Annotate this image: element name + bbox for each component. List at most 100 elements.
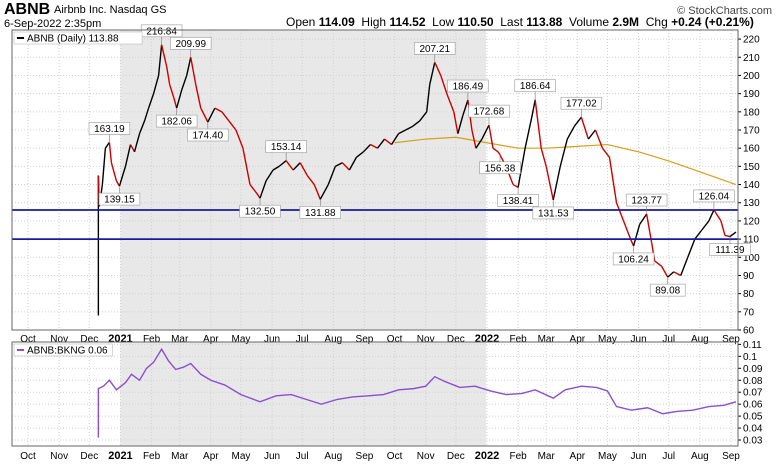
y-tick-label: 110 xyxy=(743,235,759,246)
price-segment xyxy=(405,125,413,131)
x-tick-label: 2022 xyxy=(475,333,499,345)
y-tick-label: 180 xyxy=(743,107,760,118)
price-segment xyxy=(440,75,448,94)
price-callout: 111.39 xyxy=(709,236,751,256)
price-segment xyxy=(299,162,308,176)
x-tick-label: Jul xyxy=(662,451,675,462)
ratio-y-tick-label: 0.09 xyxy=(743,364,763,375)
callout-box xyxy=(497,194,539,207)
price-segment xyxy=(124,144,132,167)
callout-label: 138.41 xyxy=(503,196,534,207)
ticker-symbol: ABNB xyxy=(4,1,51,18)
price-segment xyxy=(481,124,490,140)
open-value: 114.09 xyxy=(318,15,355,29)
x-tick-label: Feb xyxy=(509,451,527,462)
price-callout: 132.50 xyxy=(239,198,281,218)
price-segment xyxy=(475,138,483,149)
y-tick-label: 90 xyxy=(743,271,755,282)
x-tick-label: Sep xyxy=(356,451,374,462)
x-tick-label: Apr xyxy=(203,334,219,345)
price-segment xyxy=(654,260,663,267)
price-segment xyxy=(694,229,703,240)
ratio-y-tick-label: 0.03 xyxy=(743,436,763,447)
price-segment xyxy=(492,147,499,153)
ratio-line xyxy=(97,347,737,438)
price-segment xyxy=(594,129,604,149)
price-segment xyxy=(601,147,611,158)
price-segment xyxy=(129,144,136,153)
callout-box xyxy=(514,79,556,93)
price-segment xyxy=(713,209,722,222)
price-segment xyxy=(207,107,216,123)
price-segment xyxy=(426,84,431,112)
stockcharts-brand[interactable]: © StockCharts.com xyxy=(677,5,772,17)
x-tick-label: Dec xyxy=(447,451,465,462)
price-segment xyxy=(138,120,146,134)
x-tick-label: Sep xyxy=(722,334,740,345)
price-segment xyxy=(673,271,682,277)
price-segment xyxy=(272,165,280,171)
callout-label: 106.24 xyxy=(618,254,649,265)
price-segment xyxy=(587,129,596,140)
price-segment xyxy=(667,271,675,278)
x-tick-label: Aug xyxy=(324,334,342,345)
price-segment xyxy=(512,183,519,189)
x-tick-label: Dec xyxy=(80,451,98,462)
price-segment xyxy=(327,166,336,185)
low-label: Low xyxy=(432,15,455,29)
callout-label: 209.99 xyxy=(175,39,206,50)
callout-box xyxy=(532,206,574,220)
price-callout: 209.99 xyxy=(170,36,212,58)
x-tick-label: Feb xyxy=(143,334,161,345)
callout-box xyxy=(265,140,307,153)
x-tick-label: Jul xyxy=(296,334,309,345)
company-name: Airbnb Inc. Nasdaq GS xyxy=(54,4,167,16)
y-tick-label: 130 xyxy=(743,198,760,209)
price-segment xyxy=(540,147,547,167)
x-tick-label: Mar xyxy=(171,451,189,462)
price-segment xyxy=(118,166,127,187)
callout-label: 182.06 xyxy=(161,117,192,128)
x-tick-label: May xyxy=(231,334,250,345)
last-value: 113.88 xyxy=(526,15,563,29)
callout-label: 132.50 xyxy=(245,207,276,218)
price-segment xyxy=(160,44,168,67)
volume-value: 2.9M xyxy=(612,15,640,29)
x-tick-label: Apr xyxy=(203,451,219,462)
price-callout: 182.06 xyxy=(155,108,198,128)
price-segment xyxy=(256,193,261,199)
price-segment xyxy=(376,138,386,149)
price-segment xyxy=(133,133,141,153)
change-label: Chg xyxy=(645,15,668,29)
price-segment xyxy=(524,115,533,149)
x-tick-label: May xyxy=(598,451,617,462)
price-segment xyxy=(319,184,329,200)
callout-label: 156.38 xyxy=(485,163,516,174)
callout-label: 186.64 xyxy=(520,81,551,92)
y-tick-label: 120 xyxy=(743,216,760,227)
callout-box xyxy=(468,104,510,118)
price-segment xyxy=(249,184,258,195)
x-tick-label: 2022 xyxy=(475,450,499,462)
price-segment xyxy=(101,148,107,185)
callout-box xyxy=(88,122,131,135)
ratio-legend-text: ABNB:BKNG 0.06 xyxy=(27,346,108,357)
callout-label: 139.15 xyxy=(104,195,135,206)
callout-box xyxy=(155,114,198,128)
y-tick-label: 220 xyxy=(743,35,760,46)
callout-box xyxy=(612,252,655,266)
price-callout: 174.40 xyxy=(187,122,229,142)
price-callout: 139.15 xyxy=(98,186,141,206)
price-callout: 131.53 xyxy=(532,199,574,220)
x-tick-label: Nov xyxy=(50,451,68,462)
price-segment xyxy=(157,44,163,76)
callout-label: 186.49 xyxy=(453,82,484,93)
ratio-panel-year-shade xyxy=(120,342,486,446)
y-tick-label: 60 xyxy=(743,326,755,337)
callout-box xyxy=(560,96,603,110)
price-segment xyxy=(687,238,696,258)
price-callout: 216.84 xyxy=(140,24,183,45)
price-segment xyxy=(285,160,294,171)
price-callout: 207.21 xyxy=(414,42,456,63)
